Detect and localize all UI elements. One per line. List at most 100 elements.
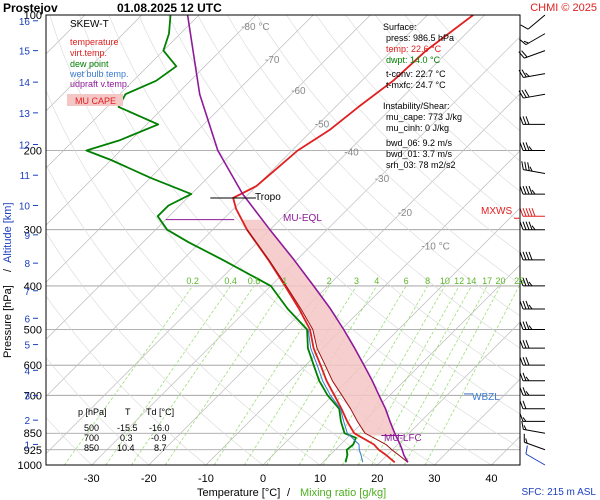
wind-barb	[525, 445, 546, 466]
mixing-ratio-label: 10	[440, 276, 450, 286]
isotherm	[205, 150, 520, 465]
barb-flag	[525, 390, 530, 396]
mixing-ratio-line	[371, 285, 472, 465]
dry-adiabat	[46, 356, 150, 465]
altitude-tick-label: 1	[24, 440, 30, 451]
barb-flag	[522, 185, 527, 195]
isotherm	[46, 15, 143, 112]
mixing-ratio-label: 25	[514, 276, 524, 286]
pressure-tick-label: 500	[24, 325, 42, 337]
cape-area	[241, 219, 396, 436]
wind-barb	[519, 221, 545, 231]
mixing-ratio-line	[243, 285, 357, 465]
mixing-ratio-line	[64, 285, 194, 465]
barb-flag	[522, 372, 527, 381]
mixing-ratio-label: 4	[374, 276, 379, 286]
barb-flag	[524, 89, 530, 98]
y-axis-title-group: Pressure [hPa] / Altitude [km]	[2, 202, 14, 358]
x-axis-sep: /	[287, 487, 291, 499]
barb-flag	[528, 208, 533, 217]
temperature-tick-label: 10	[314, 473, 326, 485]
mixing-ratio-label: 0.6	[248, 276, 261, 286]
bwd-01: bwd_01: 3.7 m/s	[386, 149, 453, 159]
mixing-ratio-label: 1	[282, 276, 287, 286]
barb-flag	[525, 321, 530, 330]
mixing-ratio-line	[322, 285, 429, 465]
isotherm	[319, 264, 520, 465]
barb-flag	[525, 72, 530, 77]
isotherm	[549, 15, 600, 465]
wind-barb	[519, 321, 545, 331]
mixing-ratio-line	[357, 285, 460, 465]
series-layer	[85, 15, 474, 463]
barb-flag	[522, 321, 527, 330]
surface-tmxfc: t-mxfc: 24.7 °C	[386, 80, 446, 90]
wind-barb	[519, 33, 546, 46]
barb-flag	[525, 142, 530, 151]
isotherm-label: -20	[398, 208, 413, 219]
table-cell: 8.7	[154, 443, 167, 453]
dry-adiabat	[167, 15, 520, 382]
mu-lfc-label: MU-LFC	[384, 433, 422, 444]
table-cell: -0.9	[151, 433, 167, 443]
barb-flag	[522, 387, 527, 396]
altitude-tick-label: 13	[19, 109, 31, 120]
barb-flag	[528, 325, 533, 330]
mixing-ratio-line	[131, 285, 255, 465]
x-axis-title: Temperature [°C]	[197, 487, 280, 499]
mixing-ratio-label: 0.4	[224, 276, 237, 286]
wind-barbs	[518, 14, 546, 466]
surface-press: press: 986.5 hPa	[386, 33, 454, 43]
barb-flag	[525, 221, 530, 230]
barb-flag	[522, 142, 527, 151]
wind-barb	[518, 50, 546, 59]
y-axis-altitude-title: Altitude [km]	[2, 202, 14, 263]
surface-dwpt: dwpt: 14.0 °C	[386, 55, 441, 65]
barb-flag	[525, 116, 530, 125]
mixing-ratio-line	[388, 285, 488, 465]
wind-barb	[519, 116, 545, 125]
wind-barb	[520, 14, 546, 30]
surface-temp: temp: 22.6 °C	[386, 44, 442, 54]
wbzl-label: WBZL	[472, 392, 500, 403]
altitude-tick-label: 2	[24, 416, 30, 427]
barb-flag	[522, 116, 527, 125]
wind-barb	[519, 300, 545, 310]
isotherm	[376, 321, 520, 465]
legend: SKEW-T temperature virt.temp. dew point …	[67, 19, 129, 106]
altitude-tick-label: 9	[24, 231, 30, 242]
tropo-label: Tropo	[255, 192, 281, 203]
barb-flag	[521, 420, 524, 430]
legend-cape-swatch	[67, 94, 123, 106]
temperature-tick-label: -20	[141, 473, 157, 485]
barb-flag	[528, 281, 533, 287]
barb-flag	[522, 221, 527, 230]
isotherm-label: -80 °C	[241, 22, 269, 33]
mu-cinh: mu_cinh: 0 J/kg	[386, 123, 449, 133]
table-header-t: T	[125, 407, 131, 417]
barb-staff	[527, 14, 546, 30]
dewpoint-line	[85, 15, 357, 463]
altitude-tick-label: 11	[20, 171, 31, 182]
temperature-line	[232, 15, 474, 463]
mu-eql-label: MU-EQL	[283, 213, 322, 224]
isotherm	[46, 15, 314, 283]
temperature-tick-label: -30	[84, 473, 100, 485]
barb-flag	[531, 189, 536, 195]
legend-dew-point: dew point	[70, 59, 109, 69]
pressure-tick-label: 850	[24, 428, 42, 440]
barb-flag	[528, 304, 533, 310]
barb-staff	[525, 33, 546, 46]
x-axis-mixing-title: Mixing ratio [g/kg]	[300, 487, 386, 499]
altitude-tick-label: 14	[19, 78, 31, 89]
wind-barb	[519, 400, 545, 410]
virt-temp-line	[246, 229, 409, 463]
surface-tconv: t-conv: 22.7 °C	[386, 69, 446, 79]
barb-staff	[524, 441, 546, 451]
mixing-ratio-line	[164, 285, 286, 465]
barb-flag	[527, 162, 530, 171]
dry-adiabat	[46, 231, 264, 465]
barb-staff	[525, 453, 546, 466]
legend-updraft: udpraft v.temp.	[70, 79, 129, 89]
isotherm	[91, 36, 520, 465]
